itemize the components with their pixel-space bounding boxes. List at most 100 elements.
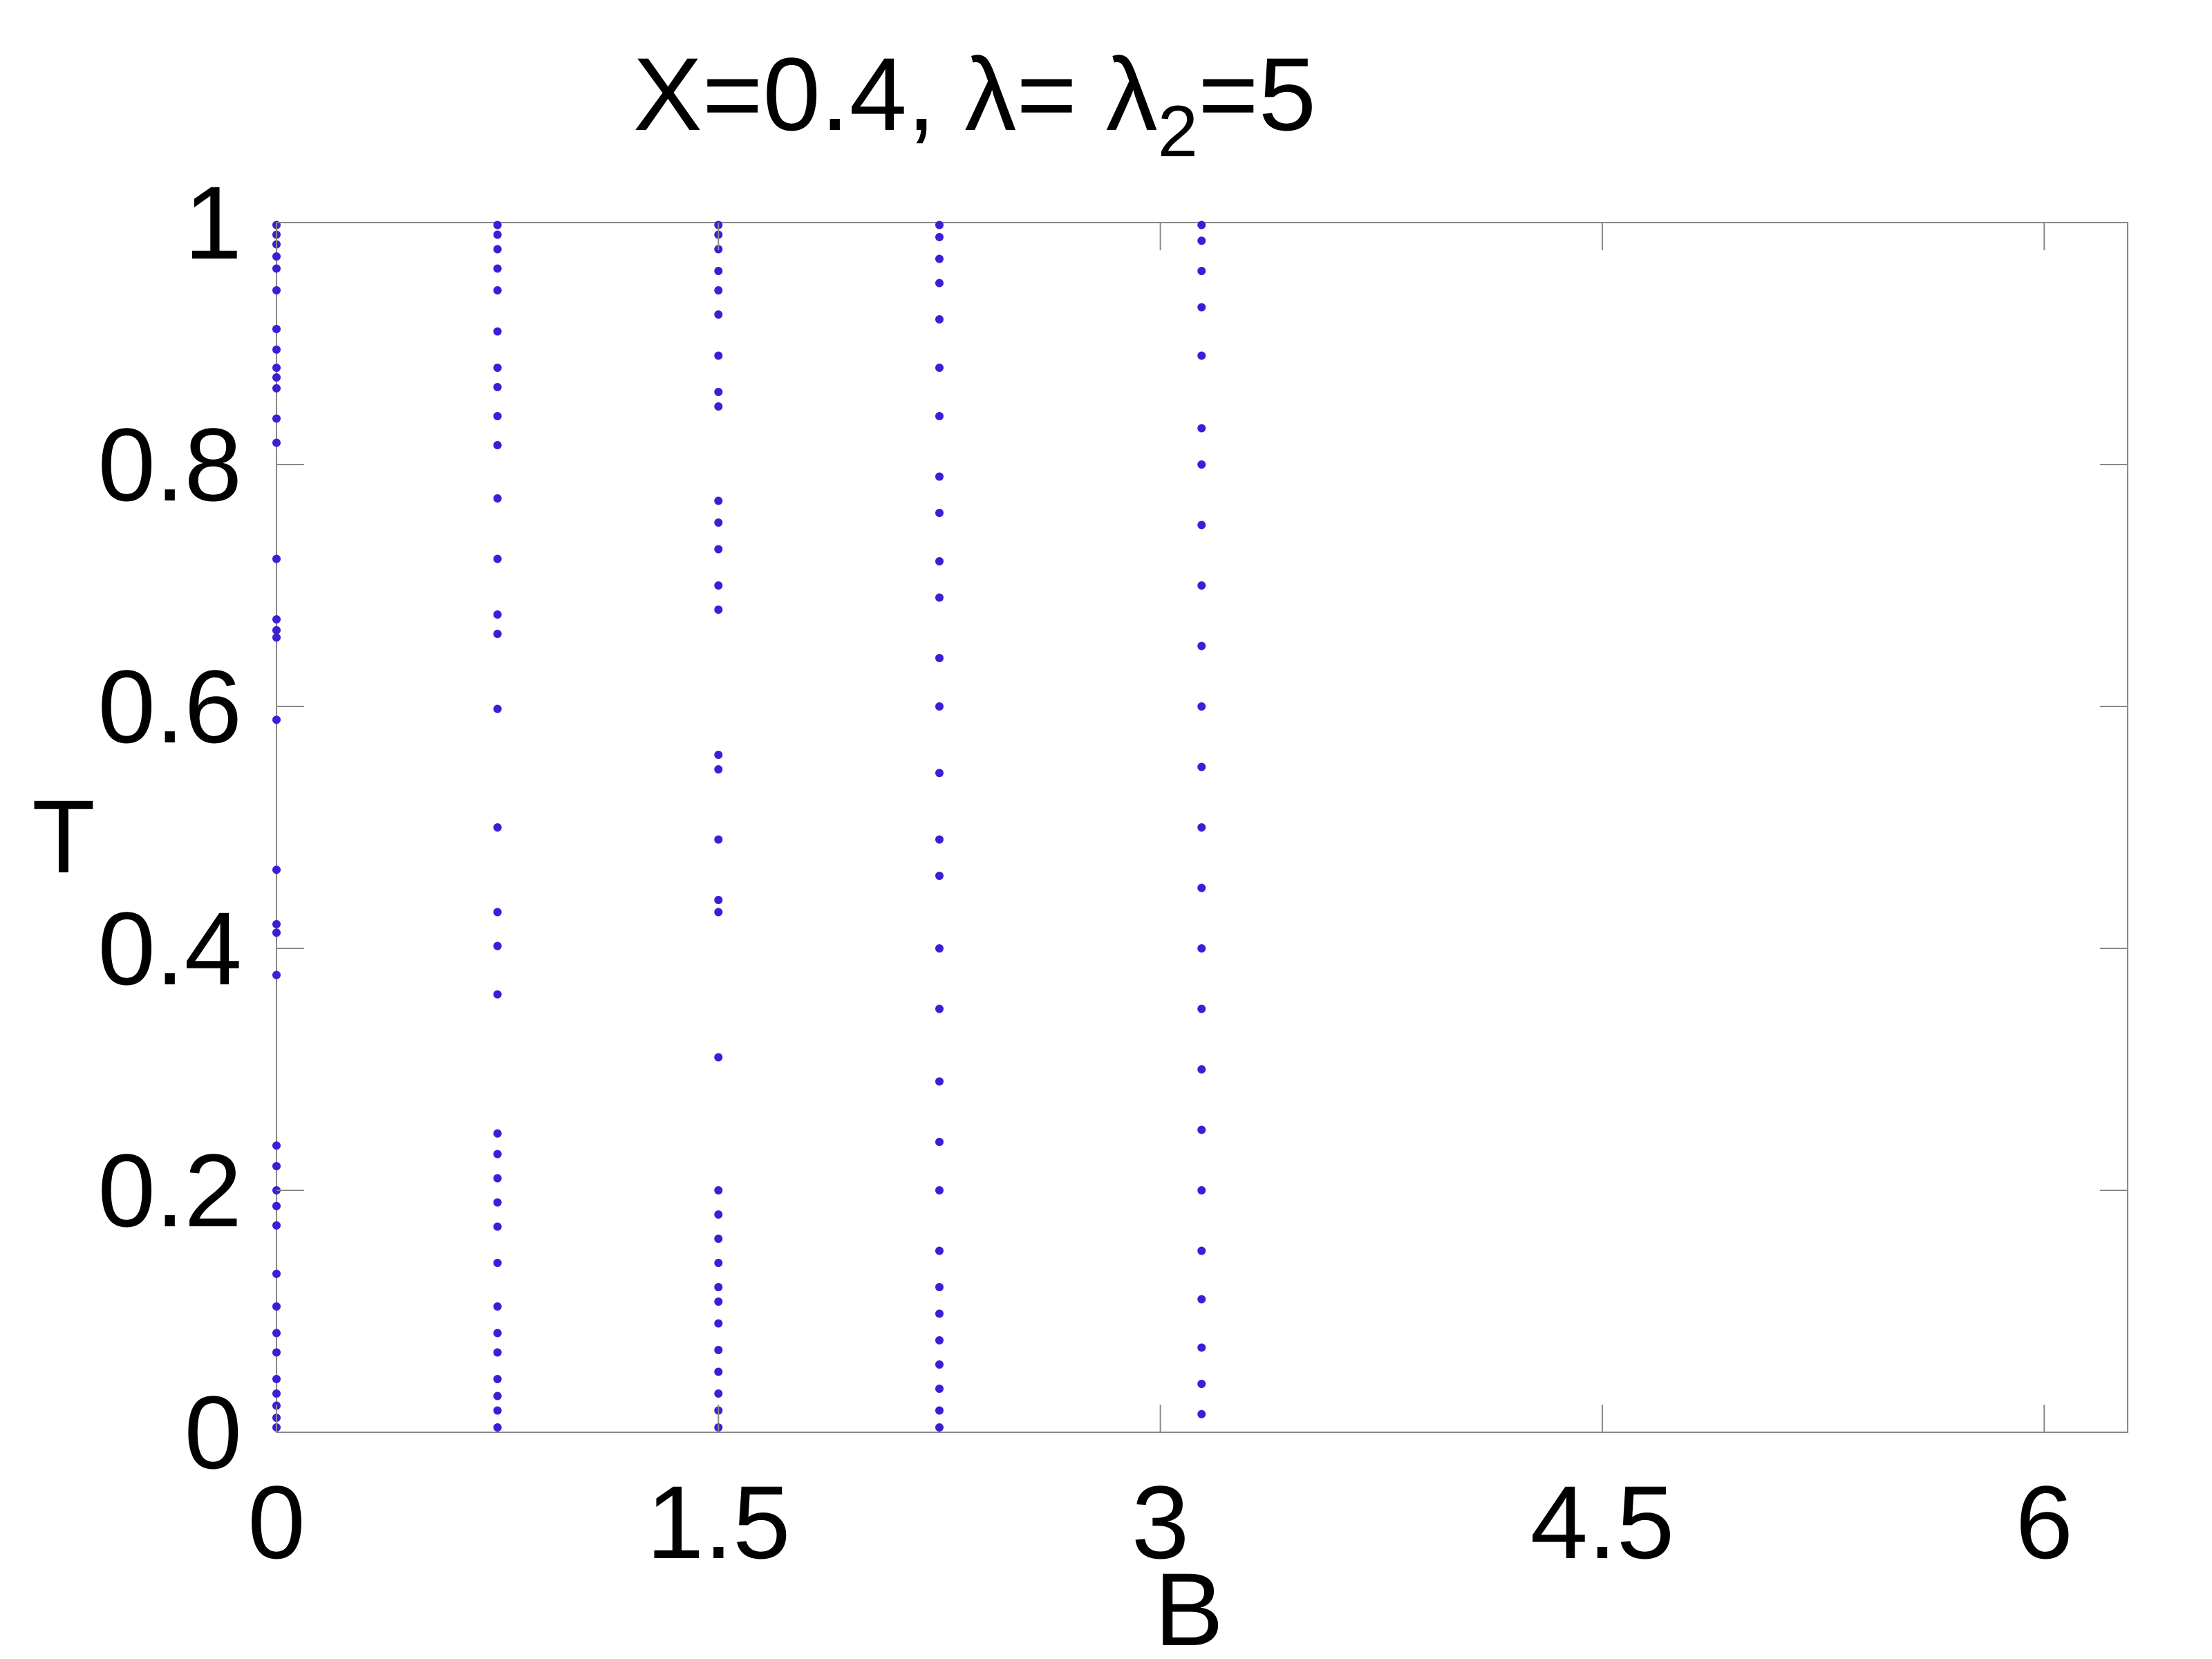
data-point [272, 615, 281, 624]
data-point [714, 1235, 723, 1243]
data-point [1197, 1380, 1206, 1388]
data-point [493, 230, 502, 239]
data-point [272, 1201, 281, 1210]
data-point [714, 402, 723, 411]
data-point [493, 264, 502, 273]
data-point [714, 1319, 723, 1328]
data-point [272, 325, 281, 333]
data-point [1197, 351, 1206, 360]
data-point [493, 364, 502, 372]
x-tick-label: 3 [1132, 1464, 1189, 1580]
data-point [1197, 1295, 1206, 1304]
data-point [493, 1375, 502, 1383]
data-point [714, 751, 723, 759]
data-point [935, 593, 944, 602]
data-point [935, 509, 944, 517]
data-point [493, 327, 502, 336]
data-point [493, 412, 502, 420]
data-point [935, 1385, 944, 1393]
data-point [935, 1077, 944, 1086]
data-point [272, 971, 281, 980]
data-point [935, 1406, 944, 1415]
data-point [714, 581, 723, 590]
data-point [493, 990, 502, 999]
data-point [272, 364, 281, 372]
data-point [714, 286, 723, 294]
data-point [935, 1360, 944, 1369]
data-point [1197, 521, 1206, 529]
data-point [1197, 702, 1206, 711]
data-point [272, 1375, 281, 1383]
y-tick-label: 1 [185, 165, 242, 281]
data-point [935, 412, 944, 420]
data-point [714, 908, 723, 917]
y-tick-label: 0.8 [97, 406, 242, 523]
data-point [935, 654, 944, 662]
data-point [1197, 823, 1206, 832]
data-point [714, 765, 723, 774]
data-point [935, 557, 944, 565]
data-point [1197, 1004, 1206, 1013]
y-tick-label: 0 [185, 1374, 242, 1490]
data-point [1197, 267, 1206, 275]
data-point [272, 1141, 281, 1150]
data-point [1197, 424, 1206, 433]
x-tick-label: 0 [247, 1464, 305, 1580]
data-point [935, 1004, 944, 1013]
data-point [714, 310, 723, 319]
data-point [493, 554, 502, 563]
data-point [1197, 641, 1206, 650]
data-point [493, 1259, 502, 1267]
data-point [935, 221, 944, 229]
data-point [1197, 303, 1206, 312]
data-point [493, 286, 502, 294]
data-point [272, 1221, 281, 1230]
chart-title-prefix: X=0.4, λ= λ [633, 36, 1158, 152]
x-tick-label: 1.5 [646, 1464, 791, 1580]
data-point [1197, 1065, 1206, 1074]
data-point [493, 1174, 502, 1183]
data-point [1197, 762, 1206, 771]
data-point [1197, 1343, 1206, 1352]
chart-title-suffix: =5 [1198, 36, 1316, 152]
data-point [935, 769, 944, 778]
y-tick-label: 0.6 [97, 648, 242, 765]
data-point [272, 1348, 281, 1357]
data-point [714, 835, 723, 844]
data-point [714, 1297, 723, 1306]
data-point [493, 1198, 502, 1207]
data-point [935, 1336, 944, 1344]
data-point [1197, 1409, 1206, 1418]
data-point [493, 1423, 502, 1432]
data-point [714, 267, 723, 275]
data-point [1197, 1186, 1206, 1194]
chart-title: X=0.4, λ= λ2=5 [633, 36, 1316, 172]
data-point [1197, 581, 1206, 590]
data-point [493, 1348, 502, 1357]
data-point [714, 896, 723, 904]
data-point [493, 1302, 502, 1311]
data-point [1197, 1246, 1206, 1255]
data-point [493, 1329, 502, 1338]
data-point [493, 941, 502, 950]
data-point [714, 518, 723, 527]
data-point [272, 264, 281, 273]
data-point [1197, 221, 1206, 229]
data-point [272, 414, 281, 423]
data-point [493, 245, 502, 254]
data-point [272, 345, 281, 354]
x-axis-ticks: 0 1.5 3 4.5 6 [247, 223, 2073, 1580]
y-axis-ticks: 0 0.2 0.4 0.6 0.8 1 [97, 165, 2128, 1490]
data-point [272, 286, 281, 294]
data-point [272, 1302, 281, 1311]
data-point [272, 1269, 281, 1278]
data-point [935, 315, 944, 324]
data-point [935, 1138, 944, 1146]
y-axis-label: T [32, 778, 95, 894]
data-point [935, 944, 944, 953]
data-point [272, 1389, 281, 1398]
data-point [272, 920, 281, 928]
data-point [493, 494, 502, 503]
